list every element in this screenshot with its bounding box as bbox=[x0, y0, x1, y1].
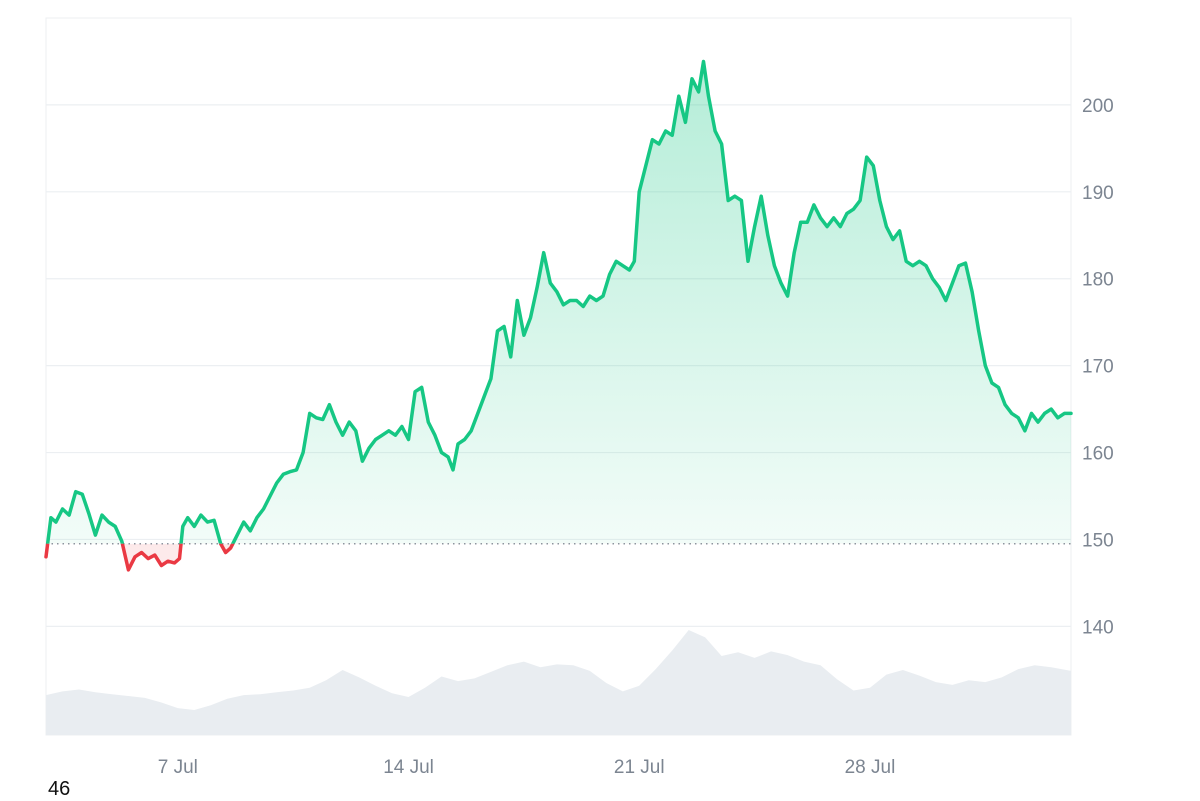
price-line bbox=[44, 59, 1073, 572]
footer-label: 46 bbox=[48, 778, 71, 800]
y-tick-170: 170 bbox=[1082, 357, 1114, 378]
volume-shape bbox=[46, 630, 1071, 735]
x-tick-7-jul: 7 Jul bbox=[158, 757, 198, 778]
y-axis: 140 150 160 170 180 190 200 bbox=[1082, 96, 1114, 638]
y-tick-190: 190 bbox=[1082, 183, 1114, 204]
y-tick-140: 140 bbox=[1082, 617, 1114, 638]
price-fill-up bbox=[47, 61, 1071, 544]
x-axis: 7 Jul 14 Jul 21 Jul 28 Jul bbox=[158, 757, 896, 778]
x-tick-28-jul: 28 Jul bbox=[845, 757, 896, 778]
price-fill-down bbox=[46, 543, 1071, 570]
price-line-up bbox=[45, 59, 1073, 544]
volume-area bbox=[46, 630, 1071, 735]
y-tick-200: 200 bbox=[1082, 96, 1114, 117]
price-fill bbox=[46, 61, 1071, 570]
y-tick-150: 150 bbox=[1082, 530, 1114, 551]
y-tick-180: 180 bbox=[1082, 270, 1114, 291]
x-tick-21-jul: 21 Jul bbox=[614, 757, 665, 778]
y-tick-160: 160 bbox=[1082, 444, 1114, 465]
x-tick-14-jul: 14 Jul bbox=[383, 757, 434, 778]
